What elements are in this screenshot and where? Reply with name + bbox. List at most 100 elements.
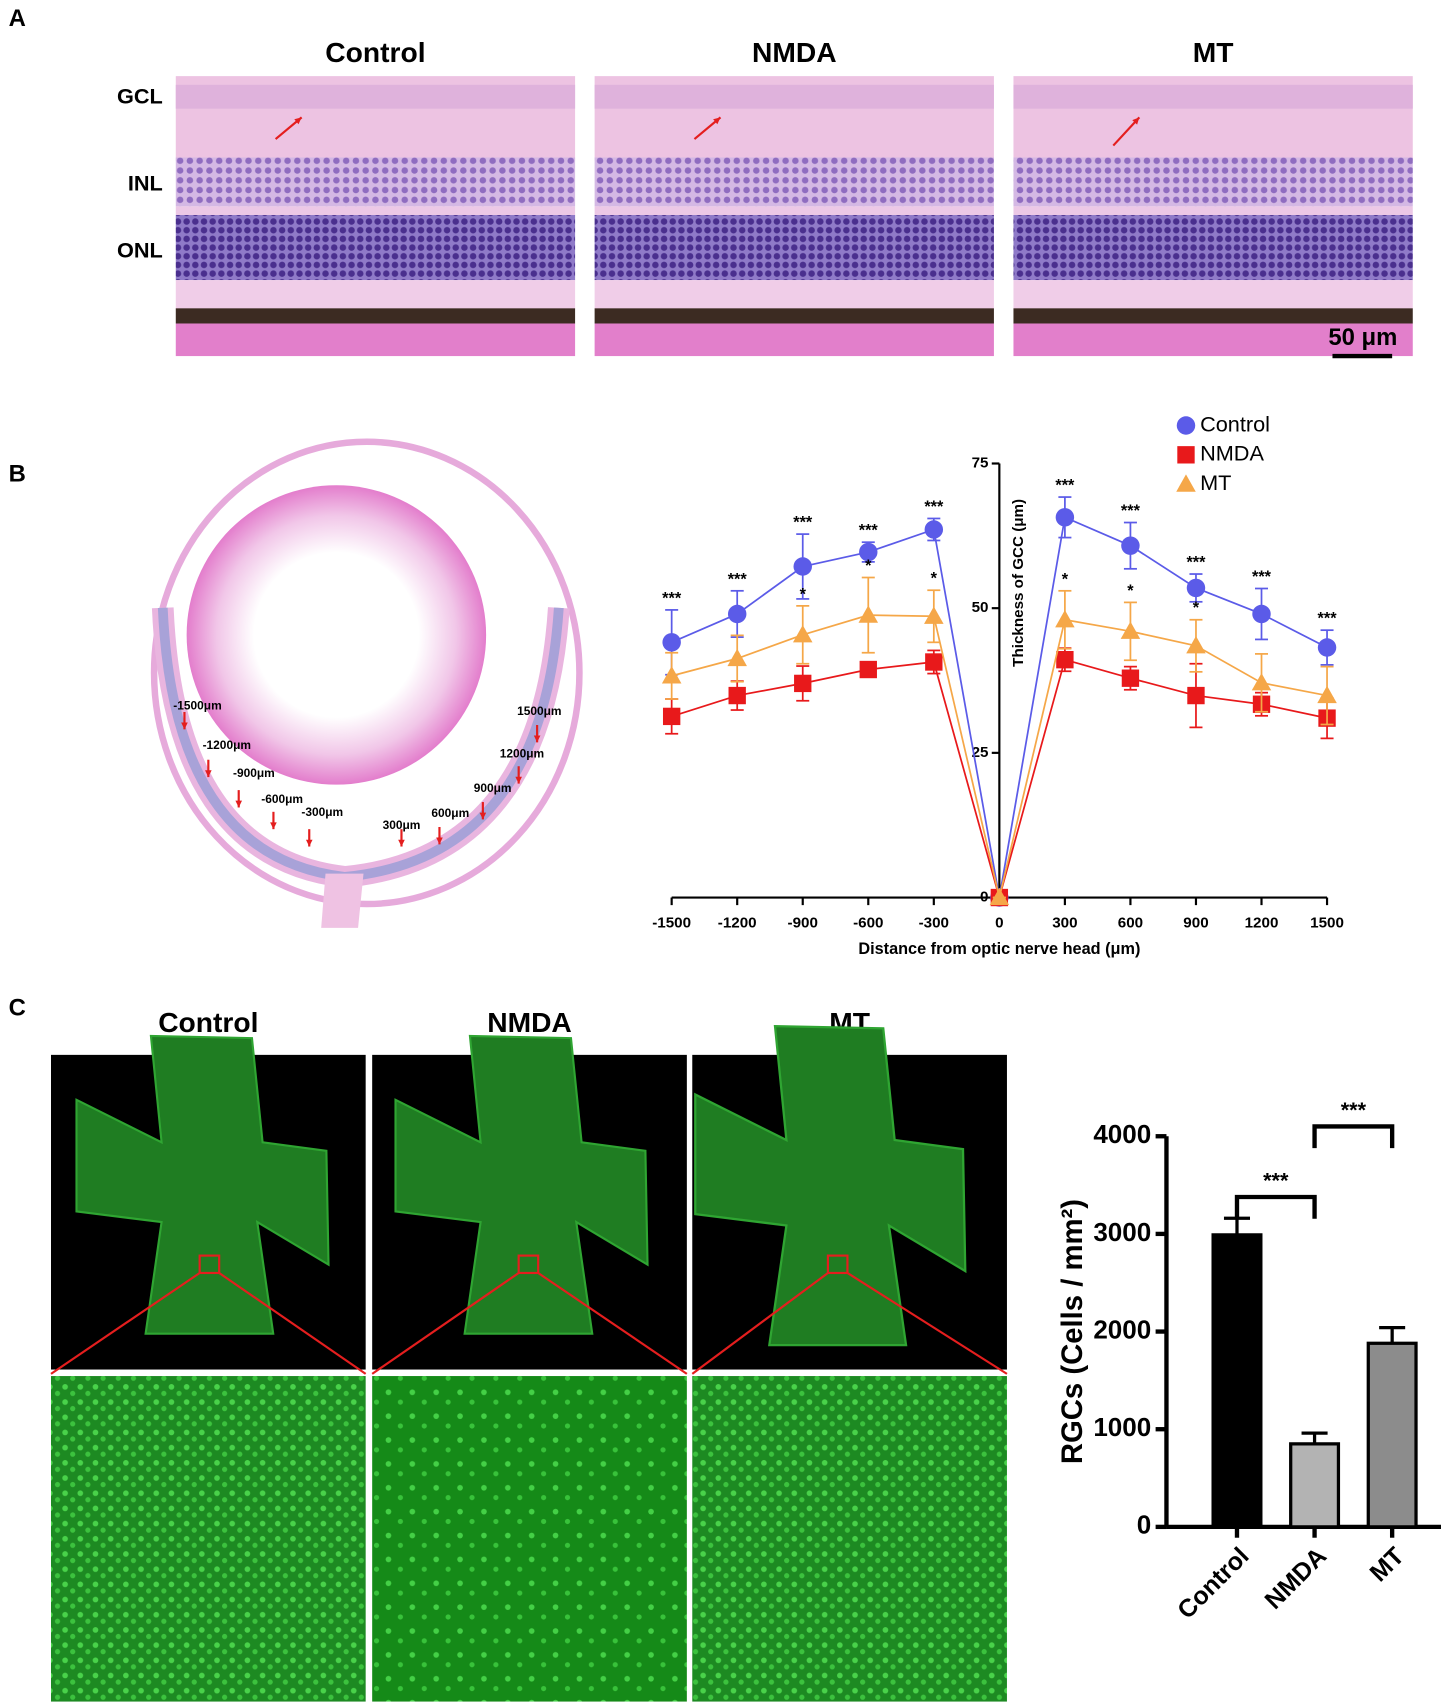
significance: *** (728, 570, 748, 588)
significance: *** (1121, 502, 1141, 520)
marker (1120, 621, 1141, 639)
arrow-head (713, 117, 721, 125)
layer-label: INL (128, 170, 163, 195)
position-label: -1200μm (203, 738, 251, 752)
marker (925, 653, 943, 671)
marker (924, 520, 944, 539)
marker (1176, 474, 1196, 492)
group-title: MT (1193, 36, 1234, 68)
marker (727, 604, 747, 624)
charts: -1500 -1200 -900 -600 -300 0 300 600 900 1200 1500… (652, 411, 1441, 1625)
x-axis-title: Distance from optic nerve head (μm) (858, 940, 1140, 958)
legend-label: Control (1200, 411, 1270, 436)
choroid-band (175, 323, 576, 357)
x-tick-label: NMDA (1259, 1542, 1332, 1615)
panel-label: A (9, 5, 26, 32)
group-title: NMDA (487, 1006, 572, 1038)
marker (989, 887, 1010, 906)
bar (1289, 1442, 1341, 1529)
panel-b: -1500μm -1200μm -900μm -600μm-300μm 300μm 600… (150, 438, 583, 928)
onl-band (175, 215, 576, 281)
marker (1121, 536, 1140, 555)
panel-c: Control NMDA MT (50, 1006, 1008, 1702)
marker (662, 633, 681, 652)
marker (1317, 685, 1337, 704)
significance: *** (1341, 1097, 1367, 1122)
zoom-line (371, 1272, 520, 1375)
layer-label: GCL (117, 84, 163, 109)
position-label: -300μm (301, 805, 343, 819)
marker (1176, 416, 1196, 435)
x-tick-label: 0 (995, 915, 1003, 932)
significance: *** (662, 589, 682, 607)
marker (858, 605, 879, 623)
y-tick-label: 0 (1137, 1510, 1151, 1540)
marker (1056, 651, 1074, 669)
marker (1121, 669, 1140, 687)
x-tick-label: -1500 (652, 915, 691, 932)
y-tick-label: 4000 (1093, 1119, 1151, 1149)
onl-band (594, 215, 994, 281)
marker (1317, 638, 1337, 657)
y-tick-label: 0 (980, 889, 988, 906)
zoom-image (372, 1376, 687, 1702)
zoom-image (692, 1376, 1007, 1702)
gcl-band (1013, 84, 1413, 109)
x-tick-label: 300 (1052, 915, 1077, 932)
marker (662, 707, 681, 726)
significance-bracket (1234, 1194, 1317, 1219)
rpe-band (175, 308, 576, 324)
y-tick-label: 50 (972, 599, 989, 616)
group-title: NMDA (752, 36, 837, 68)
arrow-head (294, 117, 302, 125)
significance: *** (1263, 1168, 1289, 1193)
segment-band (594, 280, 994, 310)
zoom-box (198, 1254, 221, 1275)
marker (1186, 636, 1206, 654)
zoom-line (50, 1272, 201, 1375)
marker (793, 557, 812, 576)
x-tick-label: 1200 (1245, 915, 1279, 932)
group-title: Control (158, 1006, 258, 1038)
marker (1177, 446, 1195, 464)
arrow-head (398, 839, 405, 847)
arrow-head (515, 776, 522, 784)
arrow-head (479, 812, 487, 820)
y-axis-title: RGCs (Cells / mm²) (1056, 1199, 1089, 1464)
zoom-image (50, 1376, 366, 1702)
x-tick-label: 900 (1183, 915, 1208, 932)
significance: * (865, 557, 872, 575)
bar (1211, 1233, 1263, 1529)
significance: * (931, 570, 938, 588)
zoom-box (826, 1254, 849, 1275)
marker (1186, 578, 1206, 598)
position-label: -600μm (261, 792, 303, 806)
marker (727, 648, 747, 667)
bar (1366, 1341, 1418, 1529)
scale-bar-label: 50 μm (1328, 324, 1397, 351)
legend-label: MT (1200, 470, 1231, 495)
rpe-band (1013, 308, 1413, 324)
x-tick-label: -900 (788, 915, 818, 932)
lens (186, 485, 487, 785)
marker (1055, 508, 1075, 527)
marker (661, 666, 682, 684)
marker (1252, 604, 1271, 624)
marker (859, 542, 878, 562)
eye-outline (150, 438, 583, 908)
position-label: 1500μm (517, 704, 561, 718)
significance-bracket (1312, 1124, 1395, 1149)
position-label: 900μm (474, 781, 512, 795)
significance: * (1193, 599, 1200, 617)
layer-label: ONL (117, 238, 163, 263)
panel-a: Control NMDA MT GCL INL ONL 50 μm (117, 36, 1413, 359)
zoom-line (537, 1272, 688, 1375)
inl-band (594, 157, 994, 207)
inl-band (175, 157, 576, 207)
significance: *** (1186, 553, 1206, 571)
significance: * (1127, 582, 1134, 600)
x-tick-label: MT (1364, 1542, 1409, 1587)
y-tick-label: 25 (972, 744, 989, 761)
gcl-band (594, 84, 994, 109)
